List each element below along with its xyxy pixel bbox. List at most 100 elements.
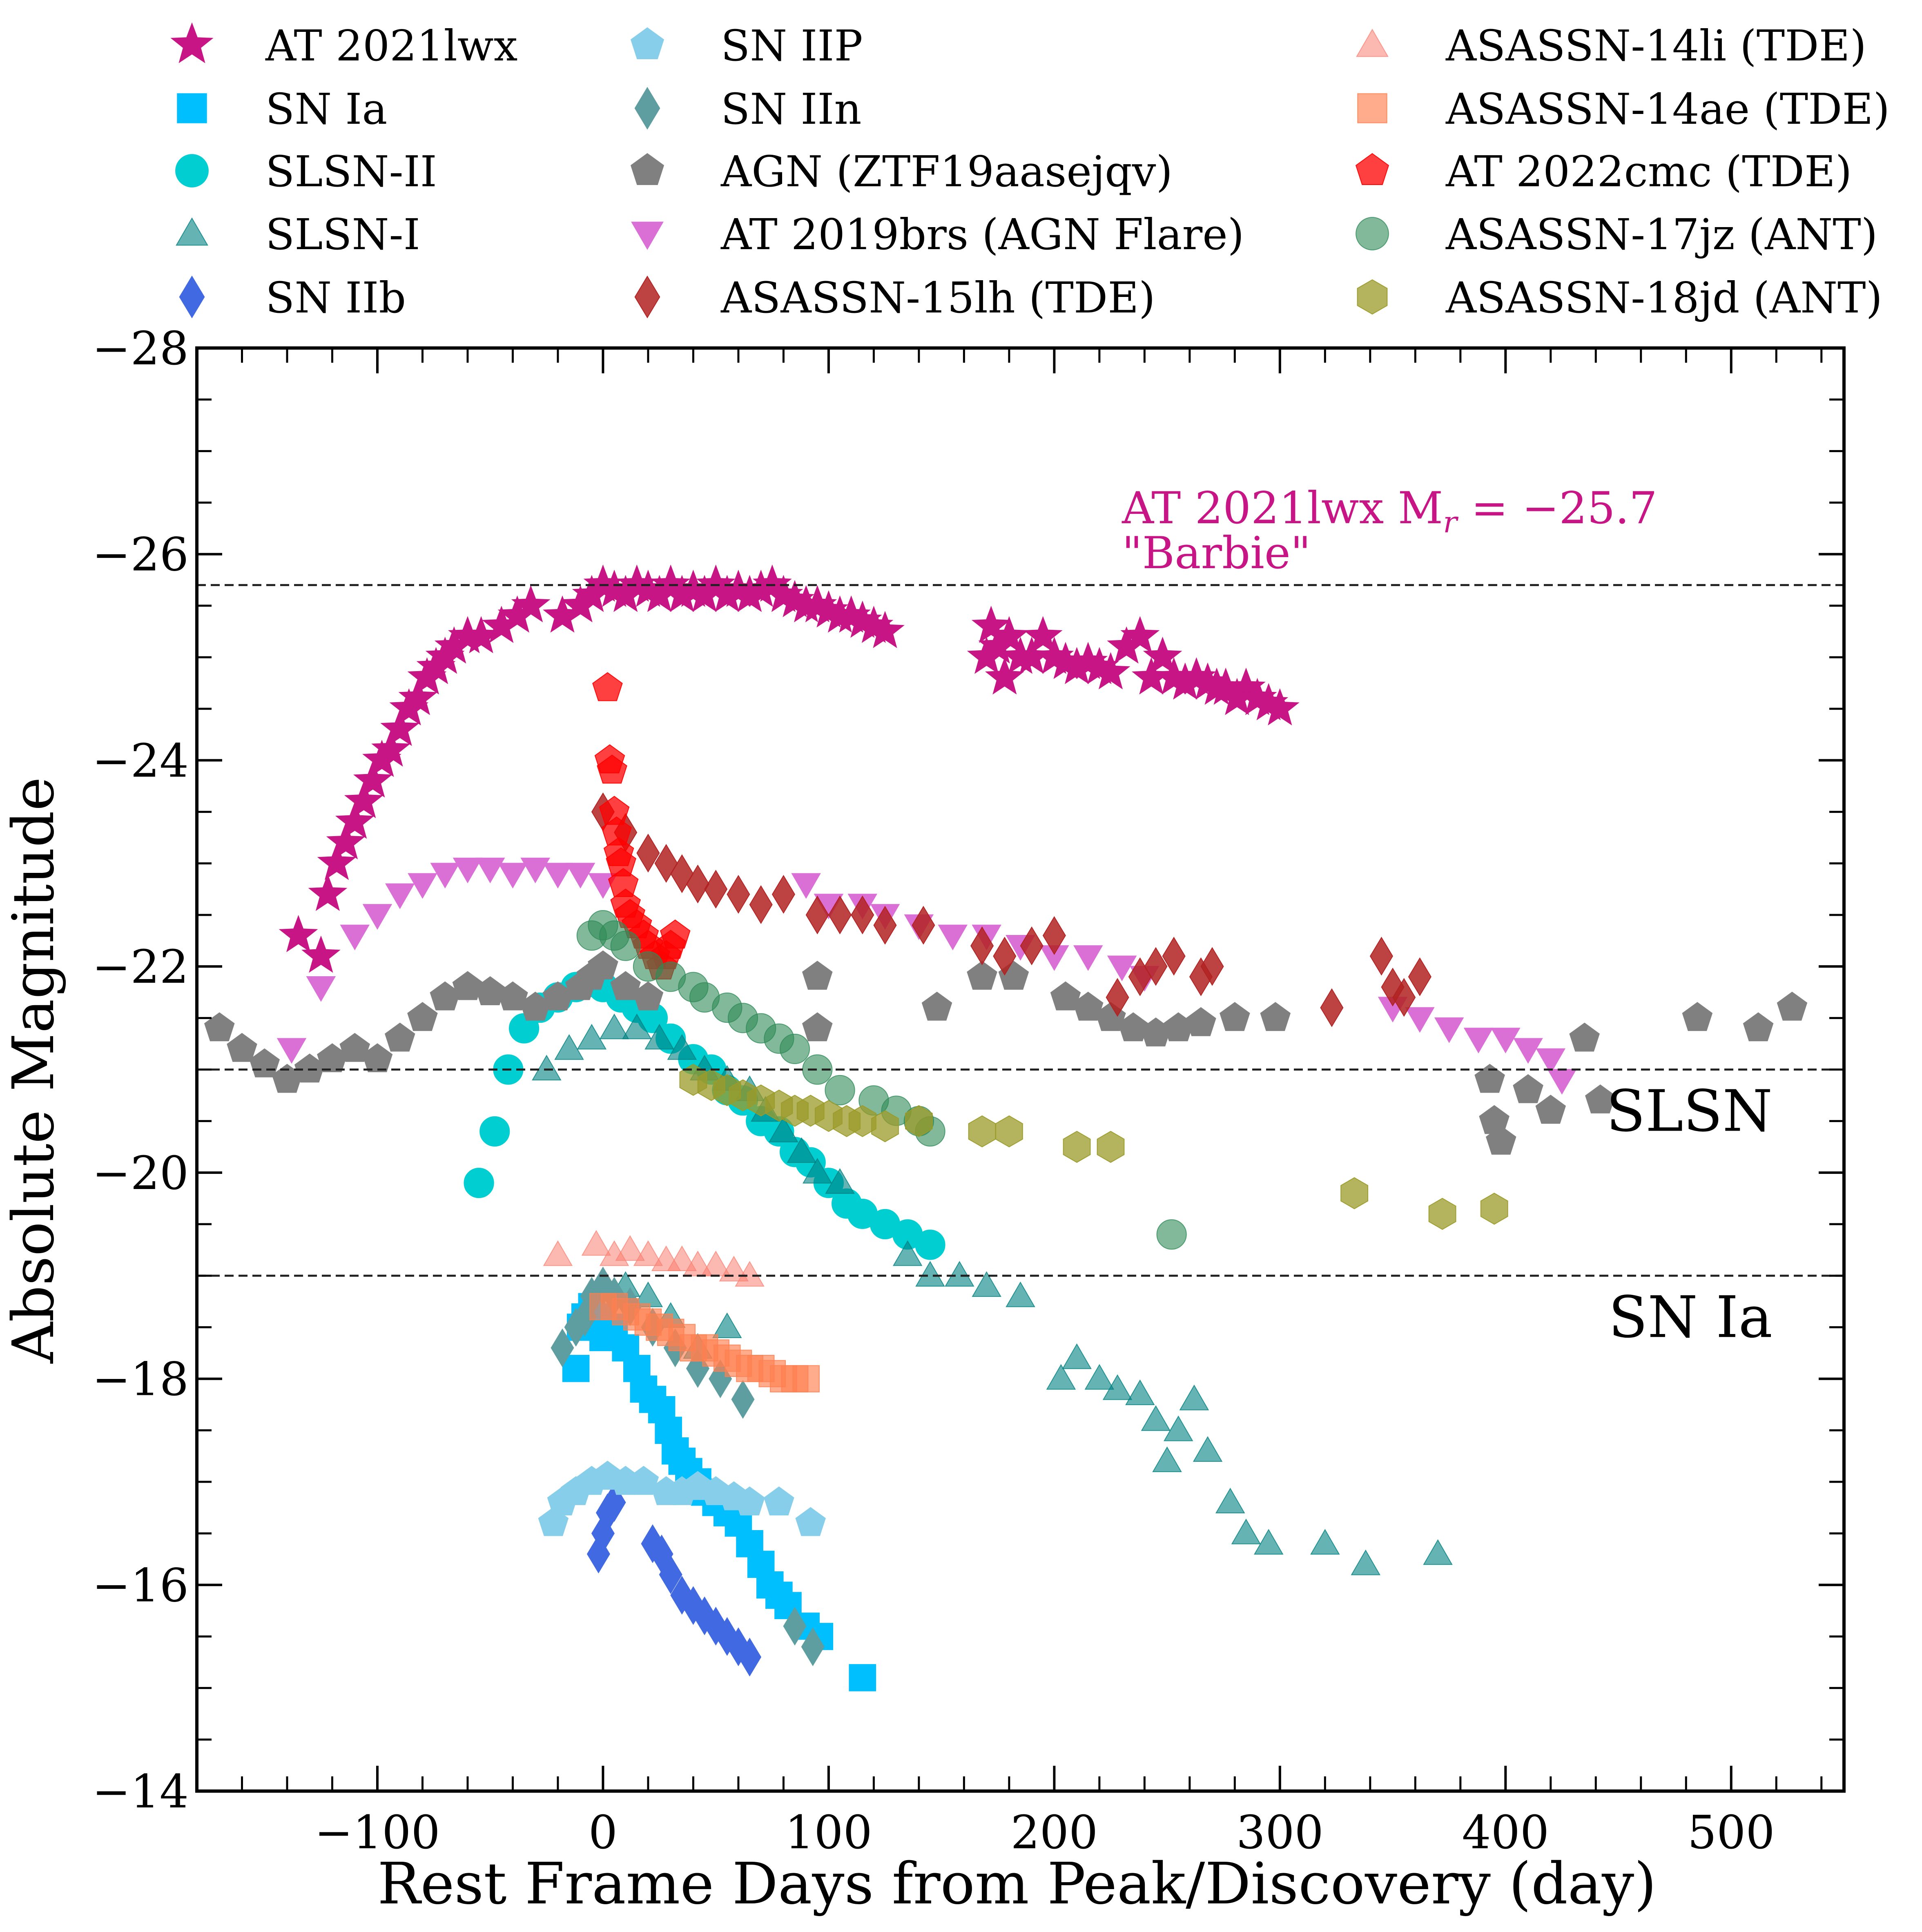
data-point-asassn-15lh-tde (1106, 978, 1129, 1017)
series-asassn-17jz-ant (576, 910, 1187, 1250)
data-point-asassn-18jd-ant (1097, 1131, 1125, 1163)
x-tick-label: 300 (1236, 1806, 1324, 1859)
y-axis-label: Absolute Magnitude (0, 777, 67, 1364)
legend-entry-asassn-15lh-tde: ASASSN-15lh (TDE) (634, 273, 1155, 323)
series-agn-ztf19aasejqv (204, 950, 1808, 1155)
data-point-agn-ztf19aasejqv (1513, 1074, 1543, 1103)
data-point-asassn-15lh-tde (1020, 926, 1043, 966)
data-point-slsn-i (1141, 1405, 1171, 1431)
data-point-agn-ztf19aasejqv (227, 1033, 257, 1062)
data-point-at-2021lwx (1260, 688, 1300, 726)
data-point-agn-ztf19aasejqv (1535, 1095, 1566, 1124)
data-point-slsn-i (1006, 1281, 1035, 1307)
legend-marker-at-2019brs-agn-flare (631, 221, 664, 250)
legend-entry-at-2019brs-agn-flare: AT 2019brs (AGN Flare) (631, 210, 1244, 259)
data-point-sn-iip (734, 1486, 765, 1516)
data-point-agn-ztf19aasejqv (1050, 981, 1081, 1011)
data-point-at-2019brs-agn-flare (565, 863, 595, 889)
data-point-sn-iib (727, 1627, 750, 1667)
y-tick-label: −26 (92, 529, 189, 582)
data-point-slsn-ii (464, 1167, 494, 1198)
data-point-at-2019brs-agn-flare (475, 857, 505, 883)
data-point-asassn-14li-tde (543, 1240, 573, 1266)
legend-marker-sn-iin (634, 87, 660, 130)
data-point-agn-ztf19aasejqv (921, 991, 952, 1021)
data-point-slsn-i (945, 1260, 974, 1287)
y-tick-label: −20 (92, 1147, 189, 1200)
legend-label: ASASSN-14ae (TDE) (1445, 84, 1890, 134)
data-point-slsn-i (577, 1024, 607, 1050)
data-point-asassn-15lh-tde (771, 875, 795, 914)
data-point-asassn-15lh-tde (636, 834, 660, 873)
y-tick-label: −18 (92, 1353, 189, 1406)
legend-label: ASASSN-15lh (TDE) (720, 273, 1155, 323)
data-point-asassn-15lh-tde (654, 844, 678, 883)
legend-label: ASASSN-17jz (ANT) (1445, 210, 1877, 259)
data-point-at-2019brs-agn-flare (276, 1038, 307, 1064)
x-tick-label: 500 (1688, 1806, 1775, 1859)
data-point-at-2022cmc-tde (597, 754, 627, 784)
data-point-asassn-14ae-tde (792, 1365, 820, 1392)
data-point-slsn-i (622, 1013, 652, 1040)
data-point-at-2021lwx (1143, 636, 1182, 674)
data-point-asassn-15lh-tde (1042, 916, 1066, 955)
data-point-sn-iin (783, 1606, 807, 1646)
data-point-slsn-ii (479, 1116, 510, 1147)
data-point-agn-ztf19aasejqv (1220, 1002, 1250, 1031)
x-tick-label: −100 (314, 1806, 440, 1859)
data-point-asassn-15lh-tde (873, 906, 897, 945)
data-point-sn-iip (795, 1507, 826, 1536)
data-point-at-2021lwx (1188, 662, 1227, 700)
legend-marker-sn-iip (630, 27, 664, 59)
data-point-at-2019brs-agn-flare (498, 863, 528, 889)
legend-marker-sn-ia (177, 93, 207, 123)
data-point-asassn-14li-tde (633, 1240, 663, 1266)
data-point-slsn-i (1253, 1529, 1284, 1555)
data-point-asassn-15lh-tde (1369, 937, 1393, 976)
series-sn-iip (538, 1461, 826, 1536)
data-point-agn-ztf19aasejqv (967, 961, 997, 990)
legend-marker-asassn-18jd-ant (1357, 279, 1388, 315)
annotation-line-2: "Barbie" (1122, 528, 1311, 579)
data-point-agn-ztf19aasejqv (1569, 1022, 1600, 1052)
series-asassn-18jd-ant (679, 1064, 1508, 1230)
data-point-slsn-i (667, 1034, 697, 1060)
data-point-at-2019brs-agn-flare (1463, 1028, 1494, 1054)
data-point-asassn-15lh-tde (1144, 947, 1168, 986)
data-point-at-2021lwx (1023, 616, 1063, 654)
data-point-asassn-17jz-ant (825, 1075, 855, 1106)
data-point-at-2019brs-agn-flare (791, 873, 821, 899)
data-point-asassn-18jd-ant (995, 1115, 1023, 1148)
series-asassn-14li-tde (543, 1230, 765, 1287)
data-point-asassn-15lh-tde (749, 885, 773, 924)
data-point-agn-ztf19aasejqv (802, 1012, 833, 1042)
data-point-sn-iib (738, 1638, 762, 1677)
data-point-sn-ia (562, 1355, 590, 1382)
data-point-at-2019brs-agn-flare (1434, 1017, 1464, 1043)
data-point-at-2021lwx (308, 874, 348, 911)
data-point-at-2019brs-agn-flare (453, 857, 483, 883)
data-point-sn-iin (551, 1328, 574, 1368)
x-tick-label: 200 (1010, 1806, 1098, 1859)
legend-marker-at-2022cmc-tde (1355, 153, 1389, 185)
data-point-agn-ztf19aasejqv (1743, 1012, 1774, 1042)
x-tick-label: 100 (785, 1806, 872, 1859)
data-point-slsn-i (915, 1260, 945, 1287)
data-point-at-2021lwx (344, 781, 384, 819)
data-point-agn-ztf19aasejqv (204, 1012, 235, 1042)
data-point-slsn-i (644, 1024, 674, 1050)
data-point-agn-ztf19aasejqv (1682, 1002, 1713, 1031)
legend-marker-sn-iib (179, 275, 205, 319)
data-point-agn-ztf19aasejqv (407, 1002, 438, 1031)
data-point-sn-iib (681, 1586, 705, 1625)
legend-label: AT 2019brs (AGN Flare) (720, 210, 1244, 259)
data-point-slsn-i (1046, 1364, 1076, 1390)
data-point-asassn-17jz-ant (1156, 1219, 1187, 1250)
data-point-agn-ztf19aasejqv (633, 981, 664, 1011)
data-point-sn-iin (801, 1627, 825, 1667)
data-point-asassn-17jz-ant (610, 930, 641, 961)
legend-marker-at-2021lwx (170, 22, 214, 63)
series-at-2021lwx (279, 564, 1300, 973)
